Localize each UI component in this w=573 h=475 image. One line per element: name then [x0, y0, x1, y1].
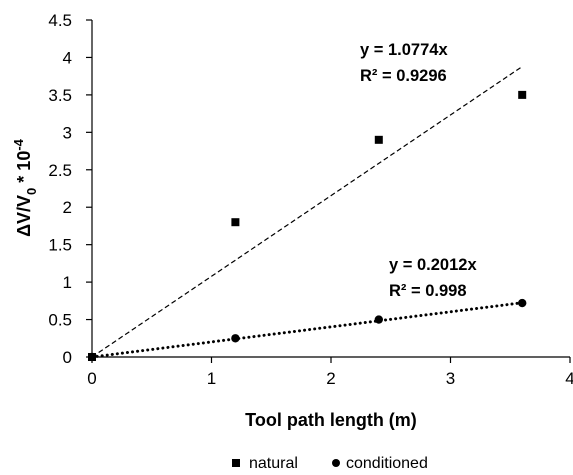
- x-tick-label: 1: [207, 369, 216, 388]
- legend-marker-conditioned: [332, 459, 340, 467]
- y-tick-label: 0.5: [48, 311, 72, 330]
- point-natural: [374, 135, 383, 144]
- y-tick-label: 0: [63, 348, 72, 367]
- point-conditioned: [87, 352, 97, 362]
- trendline-natural: [91, 66, 523, 358]
- x-tick-label: 4: [565, 369, 573, 388]
- y-axis-title-main: ΔV/V: [14, 195, 34, 237]
- y-axis-title-mid: * 10: [14, 151, 34, 188]
- point-conditioned: [374, 315, 383, 324]
- y-axis-title: ΔV/V0 * 10-4: [11, 138, 39, 237]
- trendlines: [90, 66, 524, 359]
- point-natural: [518, 90, 527, 99]
- y-tick-label: 2: [63, 198, 72, 217]
- x-axis-title: Tool path length (m): [245, 410, 417, 430]
- y-axis-title-sup: -4: [11, 138, 26, 150]
- x-tick-label: 3: [446, 369, 455, 388]
- y-tick-label: 2.5: [48, 161, 72, 180]
- x-ticks: 0 1 2 3 4: [87, 357, 573, 388]
- legend-label-conditioned: conditioned: [346, 455, 428, 472]
- y-tick-label: 4.5: [48, 11, 72, 30]
- legend-marker-natural: [232, 459, 240, 467]
- y-tick-label: 3: [63, 123, 72, 142]
- axes: 0 1 2 3 4 0 0.5 1 1.5 2 2.5 3 3.5 4 4.5: [48, 11, 573, 388]
- legend: natural conditioned: [232, 455, 428, 472]
- y-axis-title-sub: 0: [24, 188, 39, 195]
- r-squared-natural: R² = 0.9296: [360, 67, 447, 85]
- y-ticks: 0 0.5 1 1.5 2 2.5 3 3.5 4 4.5: [48, 11, 92, 367]
- equation-natural: y = 1.0774x: [360, 41, 448, 59]
- y-tick-label: 1: [63, 273, 72, 292]
- point-conditioned: [231, 334, 240, 343]
- point-natural: [231, 218, 240, 227]
- y-tick-label: 3.5: [48, 86, 72, 105]
- x-tick-label: 2: [326, 369, 335, 388]
- point-conditioned: [518, 298, 527, 308]
- data-points: [87, 90, 527, 362]
- r-squared-conditioned: R² = 0.998: [389, 282, 467, 300]
- trendline-conditioned: [90, 301, 524, 359]
- y-tick-label: 4: [63, 48, 72, 67]
- x-tick-label: 0: [87, 369, 96, 388]
- y-tick-label: 1.5: [48, 236, 72, 255]
- legend-label-natural: natural: [249, 455, 298, 472]
- equation-conditioned: y = 0.2012x: [389, 256, 477, 274]
